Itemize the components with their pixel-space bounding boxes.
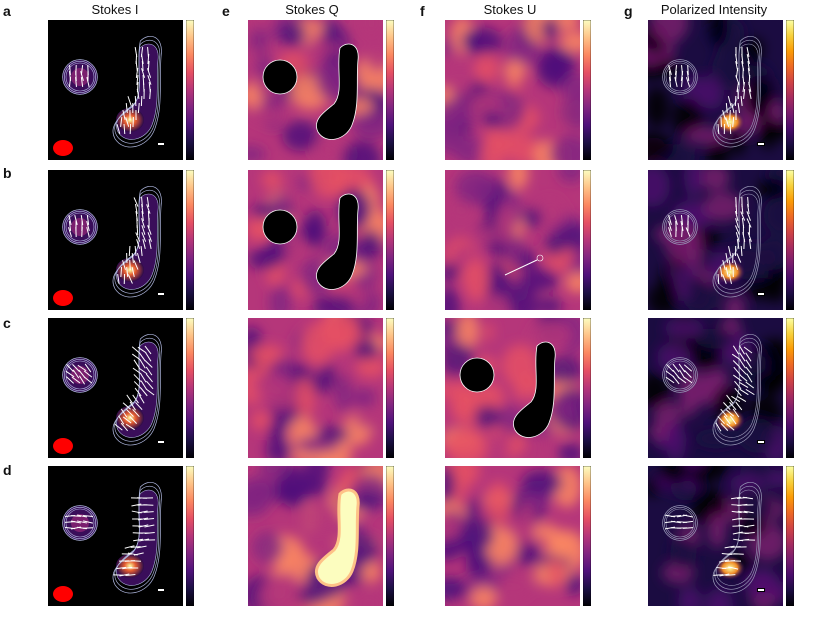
map-image [445,318,580,458]
map-image [445,20,580,160]
stokes-i-title: Stokes I [91,2,139,17]
panel-q-row-2 [248,170,383,310]
panel-q-row-1 [248,20,383,160]
panel-i-row-4 [48,466,183,606]
colorbar [186,466,194,606]
panel-u-row-4 [445,466,580,606]
map-image [48,466,183,606]
panel-pi-row-3 [648,318,783,458]
panel-pi-row-2 [648,170,783,310]
map-image [248,170,383,310]
p-scale-box [157,588,165,592]
colorbar [583,20,591,160]
colorbar [786,20,794,160]
colorbar [786,318,794,458]
panel-i-row-1 [48,20,183,160]
colorbar [386,170,394,310]
map-image [248,20,383,160]
p-scale-box [757,292,765,296]
panel-letter-c: c [3,315,11,331]
panel-u-row-2 [445,170,580,310]
colorbar [186,170,194,310]
stokes-u-title: Stokes U [483,2,537,17]
panel-i-row-2 [48,170,183,310]
map-image [248,466,383,606]
colorbar [386,318,394,458]
colorbar [786,170,794,310]
p-scale-box [757,588,765,592]
panel-letter-e: e [222,3,230,19]
panel-letter-g: g [624,3,633,19]
panel-i-row-3 [48,318,183,458]
map-image [248,318,383,458]
map-image [648,20,783,160]
p-scale-box [157,292,165,296]
map-image [445,170,580,310]
colorbar [386,20,394,160]
map-image [648,466,783,606]
panel-q-row-3 [248,318,383,458]
p-scale-box [157,142,165,146]
p-scale-box [757,142,765,146]
p-scale-box [757,440,765,444]
panel-letter-f: f [420,3,425,19]
colorbar [186,20,194,160]
colorbar [583,318,591,458]
panel-u-row-3 [445,318,580,458]
panel-q-row-4 [248,466,383,606]
map-image [648,170,783,310]
colorbar [786,466,794,606]
colorbar [583,466,591,606]
colorbar [386,466,394,606]
polarized-intensity-title: Polarized Intensity [660,2,768,17]
panel-letter-b: b [3,165,12,181]
colorbar [186,318,194,458]
map-image [48,318,183,458]
map-image [48,170,183,310]
panel-u-row-1 [445,20,580,160]
panel-letter-d: d [3,462,12,478]
panel-pi-row-4 [648,466,783,606]
map-image [48,20,183,160]
map-image [648,318,783,458]
panel-letter-a: a [3,3,11,19]
stokes-q-title: Stokes Q [285,2,339,17]
colorbar [583,170,591,310]
map-image [445,466,580,606]
panel-pi-row-1 [648,20,783,160]
p-scale-box [157,440,165,444]
